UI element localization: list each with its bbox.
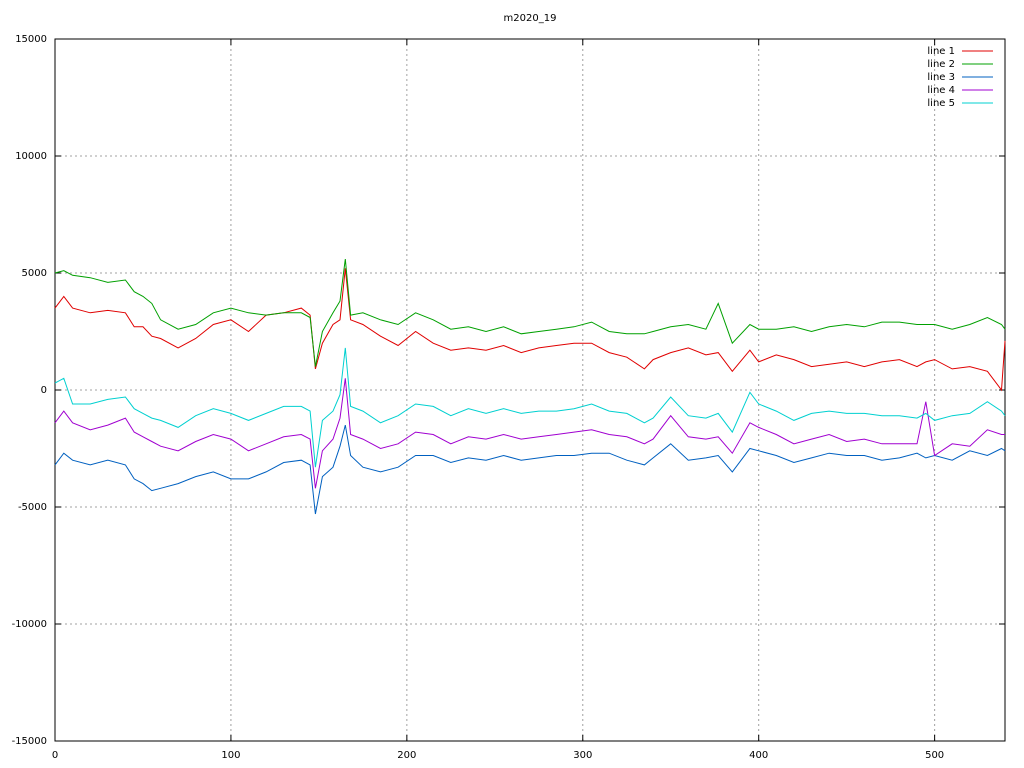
y-tick-label: 10000 — [15, 151, 47, 162]
line-series — [54, 378, 1005, 489]
y-tick-label: -15000 — [12, 736, 47, 747]
y-tick-label: -5000 — [18, 502, 47, 513]
chart-title: m2020_19 — [504, 13, 557, 24]
legend-label: line 4 — [927, 85, 955, 96]
x-tick-label: 400 — [749, 750, 768, 761]
line-series — [54, 268, 1006, 392]
legend-label: line 5 — [927, 98, 955, 109]
line-series — [54, 424, 1006, 515]
y-tick-label: 5000 — [22, 268, 47, 279]
legend-label: line 1 — [927, 46, 955, 57]
plot-frame — [54, 38, 1006, 742]
x-tick-label: 300 — [573, 750, 592, 761]
x-tick-label: 200 — [397, 750, 416, 761]
x-tick-label: 500 — [925, 750, 944, 761]
line-series — [54, 258, 1006, 367]
y-tick-label: -10000 — [12, 619, 47, 630]
y-tick-label: 15000 — [15, 34, 47, 45]
legend-label: line 3 — [927, 72, 955, 83]
line-series — [54, 347, 1006, 468]
x-tick-label: 100 — [221, 750, 240, 761]
x-tick-label: 0 — [52, 750, 58, 761]
y-tick-label: 0 — [41, 385, 47, 396]
legend-label: line 2 — [927, 59, 955, 70]
